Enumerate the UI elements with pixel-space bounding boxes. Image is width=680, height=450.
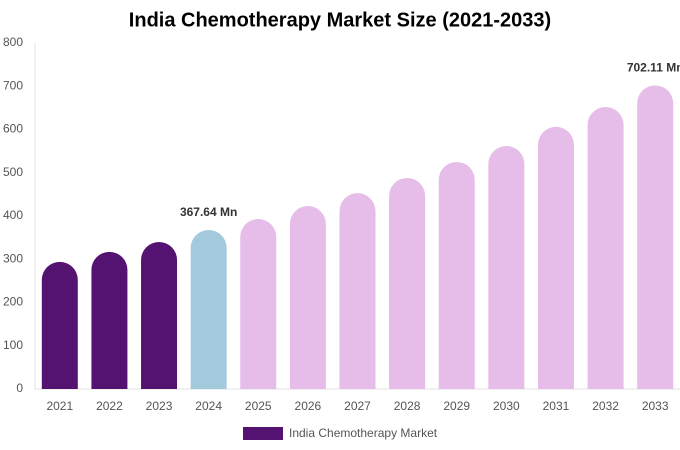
bar (587, 107, 624, 389)
bar (537, 126, 574, 389)
value-label: 702.11 Mn (627, 61, 680, 75)
x-tick-label: 2031 (543, 399, 570, 413)
x-tick-label: 2030 (493, 399, 520, 413)
y-tick-label: 500 (3, 165, 23, 179)
x-tick-label: 2025 (245, 399, 272, 413)
y-tick-label: 400 (3, 208, 23, 222)
x-tick-label: 2024 (195, 399, 222, 413)
bar (141, 241, 178, 389)
bar (240, 219, 277, 389)
x-tick-label: 2023 (146, 399, 173, 413)
chart-title: India Chemotherapy Market Size (2021-203… (129, 9, 551, 31)
y-tick-label: 0 (16, 381, 23, 395)
x-tick-label: 2027 (344, 399, 371, 413)
y-tick-label: 200 (3, 295, 23, 309)
legend-swatch (243, 427, 283, 440)
y-tick-label: 300 (3, 251, 23, 265)
bar (41, 261, 78, 389)
y-tick-label: 600 (3, 122, 23, 136)
x-tick-label: 2026 (295, 399, 322, 413)
y-tick-label: 100 (3, 338, 23, 352)
legend-label: India Chemotherapy Market (289, 426, 438, 440)
x-tick-label: 2033 (642, 399, 669, 413)
y-tick-label: 800 (3, 35, 23, 49)
bar (190, 229, 227, 389)
bar (438, 161, 475, 389)
x-tick-label: 2032 (592, 399, 619, 413)
bar (637, 85, 674, 389)
bar (339, 193, 376, 389)
bar (91, 251, 128, 389)
bar (389, 177, 426, 389)
y-tick-label: 700 (3, 78, 23, 92)
x-tick-label: 2029 (443, 399, 470, 413)
bar (488, 145, 525, 389)
bar (289, 206, 326, 389)
x-tick-label: 2021 (46, 399, 73, 413)
x-tick-label: 2022 (96, 399, 123, 413)
x-tick-label: 2028 (394, 399, 421, 413)
value-label: 367.64 Mn (180, 205, 237, 219)
